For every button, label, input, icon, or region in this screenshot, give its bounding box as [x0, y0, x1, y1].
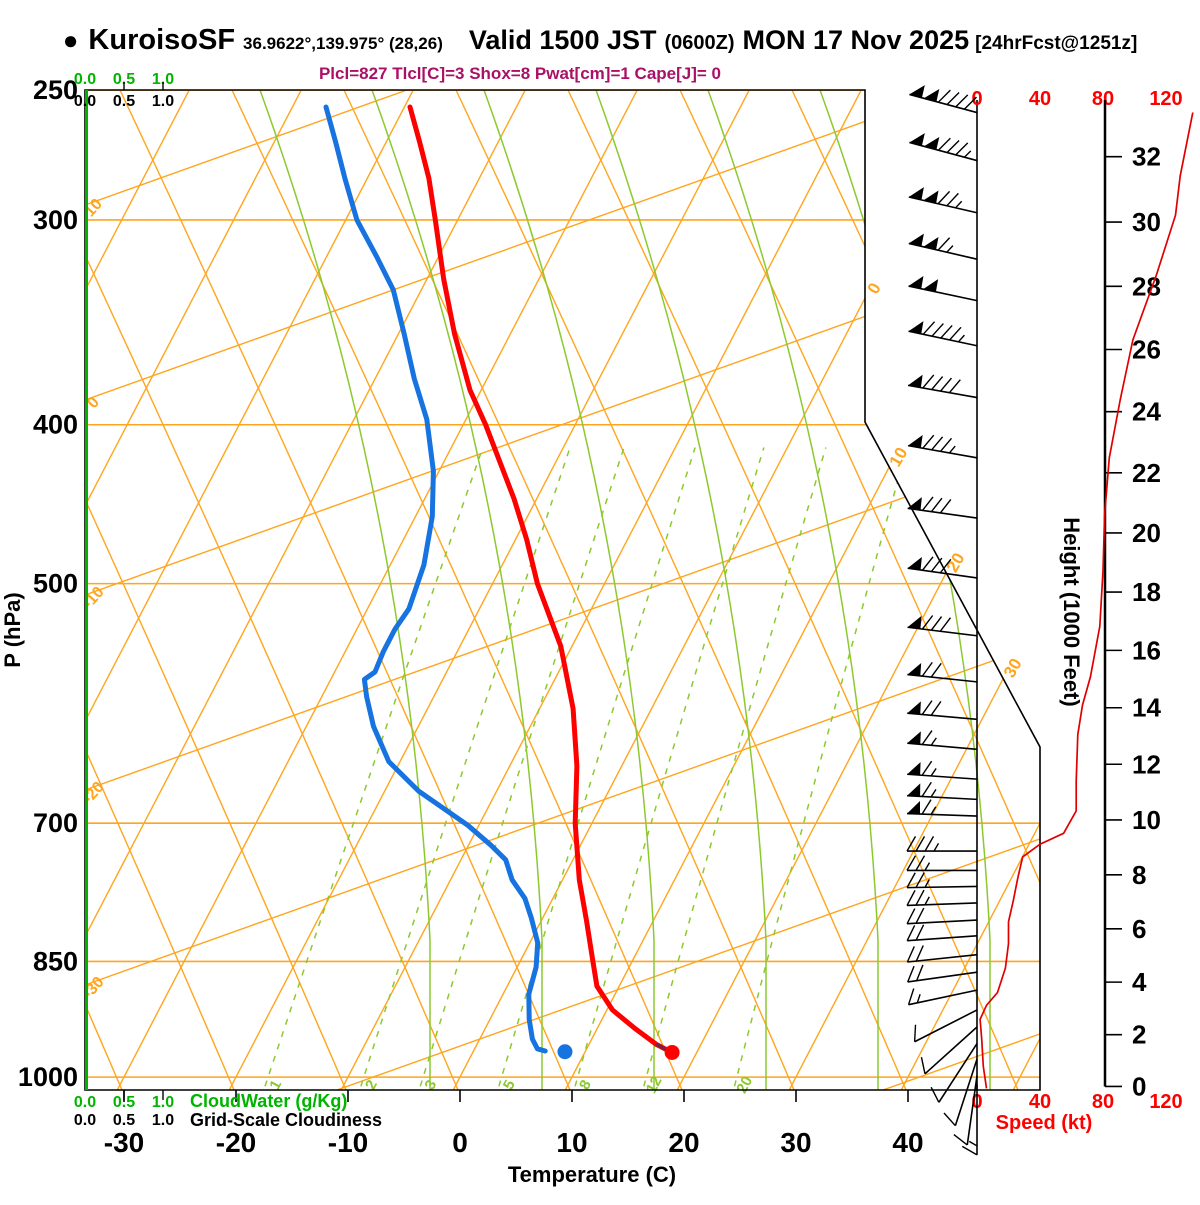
svg-text:-10: -10 [328, 1127, 368, 1158]
svg-text:120: 120 [1149, 88, 1182, 110]
valid-time: Valid 1500 JST [468, 25, 657, 55]
svg-text:22: 22 [1132, 458, 1161, 488]
svg-text:0: 0 [1132, 1071, 1146, 1101]
svg-text:80: 80 [1092, 1091, 1114, 1113]
svg-text:120: 120 [1149, 1091, 1182, 1113]
svg-text:0.0: 0.0 [74, 1112, 96, 1129]
valid-date: MON 17 Nov 2025 [742, 25, 970, 55]
svg-text:0: 0 [864, 280, 885, 298]
svg-text:10: 10 [556, 1127, 587, 1158]
svg-text:40: 40 [892, 1127, 923, 1158]
svg-text:Speed (kt): Speed (kt) [996, 1112, 1093, 1134]
svg-text:24: 24 [1132, 397, 1161, 427]
svg-text:Temperature (C): Temperature (C) [508, 1162, 676, 1187]
svg-text:0.5: 0.5 [113, 93, 135, 110]
svg-text:18: 18 [1132, 577, 1161, 607]
svg-text:0.0: 0.0 [74, 71, 96, 88]
valid-time-utc: (0600Z) [664, 32, 735, 54]
svg-text:1.0: 1.0 [152, 93, 174, 110]
svg-text:0.5: 0.5 [113, 1112, 135, 1129]
svg-text:0.5: 0.5 [113, 1094, 135, 1111]
station-name: KuroisoSF [88, 24, 236, 56]
svg-text:1.0: 1.0 [152, 1094, 174, 1111]
svg-text:Height (1000 Feet): Height (1000 Feet) [1059, 517, 1084, 707]
svg-text:20: 20 [1132, 518, 1161, 548]
svg-text:0.0: 0.0 [74, 1094, 96, 1111]
svg-text:Grid-Scale Cloudiness: Grid-Scale Cloudiness [190, 1110, 382, 1130]
stability-parameters: Plcl=827 Tlcl[C]=3 Shox=8 Pwat[cm]=1 Cap… [318, 64, 722, 83]
svg-text:0: 0 [452, 1127, 468, 1158]
svg-text:300: 300 [33, 205, 78, 235]
svg-text:32: 32 [1132, 142, 1161, 172]
svg-text:30: 30 [1000, 655, 1026, 681]
svg-text:0: 0 [971, 88, 982, 110]
svg-text:1.0: 1.0 [152, 1112, 174, 1129]
svg-text:1000: 1000 [18, 1062, 78, 1092]
svg-text:20: 20 [943, 550, 969, 576]
forecast-tag: [24hrFcst@1251z] [975, 33, 1138, 54]
svg-text:30: 30 [780, 1127, 811, 1158]
svg-text:4: 4 [1132, 967, 1147, 997]
svg-text:850: 850 [33, 946, 78, 976]
svg-text:1.0: 1.0 [152, 71, 174, 88]
svg-text:10: 10 [1132, 805, 1161, 835]
svg-text:26: 26 [1132, 335, 1161, 365]
svg-text:12: 12 [1132, 749, 1161, 779]
station-bullet-icon: ● [62, 25, 79, 55]
chart-title: ● KuroisoSF 36.9622°,139.975° (28,26) Va… [0, 24, 1200, 57]
svg-text:2: 2 [1132, 1020, 1146, 1050]
svg-text:20: 20 [668, 1127, 699, 1158]
svg-text:P (hPa): P (hPa) [0, 592, 25, 667]
svg-text:30: 30 [1132, 207, 1161, 237]
svg-text:-20: -20 [216, 1127, 256, 1158]
svg-text:6: 6 [1132, 914, 1146, 944]
svg-text:400: 400 [33, 410, 78, 440]
svg-text:-30: -30 [104, 1127, 144, 1158]
svg-text:0.5: 0.5 [113, 71, 135, 88]
svg-text:CloudWater (g/Kg): CloudWater (g/Kg) [190, 1091, 347, 1111]
svg-text:250: 250 [33, 75, 78, 105]
svg-text:40: 40 [1029, 1091, 1051, 1113]
svg-text:16: 16 [1132, 635, 1161, 665]
svg-text:14: 14 [1132, 693, 1161, 723]
svg-text:40: 40 [1029, 88, 1051, 110]
svg-text:0.0: 0.0 [74, 93, 96, 110]
svg-text:8: 8 [1132, 860, 1146, 890]
svg-text:500: 500 [33, 569, 78, 599]
station-coordinates: 36.9622°,139.975° (28,26) [243, 34, 443, 53]
svg-text:700: 700 [33, 808, 78, 838]
svg-text:80: 80 [1092, 88, 1114, 110]
